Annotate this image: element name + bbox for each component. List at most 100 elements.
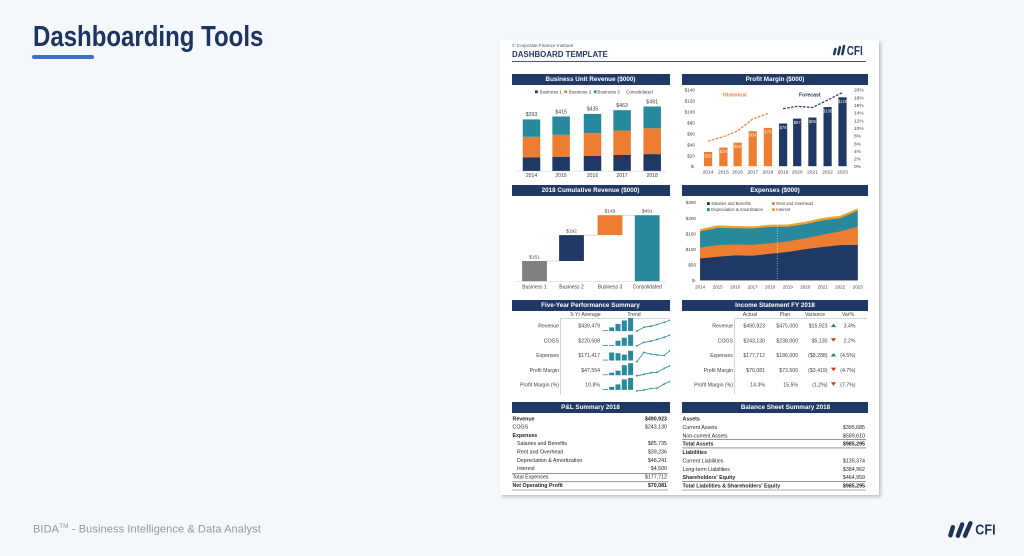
- svg-text:$393: $393: [525, 112, 537, 118]
- svg-text:$250: $250: [686, 200, 697, 205]
- svg-text:$415: $415: [555, 109, 567, 115]
- svg-text:Actual: Actual: [743, 311, 757, 317]
- svg-text:Total Liabilities & Shareholde: Total Liabilities & Shareholders' Equity: [683, 484, 781, 490]
- svg-text:2%: 2%: [854, 156, 862, 162]
- svg-text:Business 2: Business 2: [559, 285, 584, 291]
- svg-text:5-Yr Average: 5-Yr Average: [570, 311, 600, 317]
- svg-text:$20: $20: [687, 153, 695, 158]
- svg-text:$439,479: $439,479: [578, 323, 600, 329]
- svg-text:20%: 20%: [854, 87, 864, 93]
- svg-text:2.2%: 2.2%: [844, 338, 856, 344]
- svg-text:$43: $43: [734, 144, 742, 149]
- svg-text:2023: 2023: [837, 169, 848, 175]
- svg-text:Salaries and Benefits: Salaries and Benefits: [711, 201, 751, 206]
- svg-text:2014: 2014: [525, 173, 536, 179]
- svg-text:2015: 2015: [555, 173, 566, 179]
- svg-text:$87: $87: [794, 120, 802, 125]
- svg-text:Non-current Assets: Non-current Assets: [683, 433, 728, 439]
- svg-text:$70: $70: [764, 129, 772, 134]
- svg-text:$171,417: $171,417: [578, 353, 600, 359]
- svg-text:14%: 14%: [854, 110, 864, 116]
- svg-text:Var%: Var%: [842, 311, 855, 317]
- svg-text:Salaries and Benefits: Salaries and Benefits: [517, 441, 567, 447]
- svg-text:Profit Margin (%): Profit Margin (%): [694, 382, 733, 388]
- svg-text:2022: 2022: [822, 169, 833, 175]
- svg-text:$60: $60: [687, 131, 695, 136]
- svg-text:CFI: CFI: [975, 520, 995, 537]
- svg-text:$243,130: $243,130: [743, 338, 765, 344]
- svg-text:$70,081: $70,081: [746, 367, 765, 373]
- svg-text:2021: 2021: [807, 169, 818, 175]
- svg-text:$985,295: $985,295: [843, 442, 865, 448]
- svg-text:$463: $463: [616, 103, 628, 109]
- svg-text:COGS: COGS: [718, 338, 734, 344]
- svg-text:10%: 10%: [854, 126, 864, 132]
- svg-text:(4.5%): (4.5%): [840, 353, 856, 359]
- svg-text:Net Operating Profit: Net Operating Profit: [512, 483, 563, 489]
- svg-text:Current Liabilities: Current Liabilities: [683, 458, 724, 464]
- svg-text:$126: $126: [838, 98, 848, 103]
- svg-text:14.3%: 14.3%: [750, 382, 765, 388]
- svg-text:3.4%: 3.4%: [844, 323, 856, 329]
- svg-text:$48,241: $48,241: [647, 458, 666, 464]
- svg-text:$192: $192: [566, 229, 577, 235]
- svg-text:$40: $40: [687, 142, 695, 147]
- svg-text:Forecast: Forecast: [799, 92, 821, 98]
- svg-text:$395,685: $395,685: [843, 425, 865, 431]
- svg-text:8%: 8%: [854, 133, 862, 139]
- svg-text:(7.7%): (7.7%): [840, 382, 856, 388]
- svg-text:$-: $-: [691, 164, 696, 169]
- svg-text:$47,554: $47,554: [581, 367, 600, 373]
- svg-text:$85,735: $85,735: [647, 441, 666, 447]
- svg-text:$464,959: $464,959: [843, 475, 865, 481]
- svg-text:$100: $100: [686, 247, 697, 252]
- svg-text:0%: 0%: [854, 164, 862, 170]
- svg-text:COGS: COGS: [512, 425, 528, 431]
- svg-text:Variance: Variance: [805, 311, 825, 317]
- svg-text:Depreciation & Amortization: Depreciation & Amortization: [711, 207, 763, 212]
- svg-text:$238,000: $238,000: [776, 338, 798, 344]
- svg-text:$120: $120: [685, 98, 696, 103]
- svg-text:2014: 2014: [703, 169, 714, 175]
- svg-text:$177,712: $177,712: [743, 353, 765, 359]
- svg-text:$26: $26: [705, 153, 713, 158]
- svg-text:$490,923: $490,923: [743, 323, 765, 329]
- svg-text:Total Expenses: Total Expenses: [512, 475, 548, 481]
- svg-text:2020: 2020: [792, 169, 803, 175]
- svg-text:$475,000: $475,000: [776, 323, 798, 329]
- svg-text:Business 1: Business 1: [539, 89, 562, 94]
- svg-text:($8,288): ($8,288): [808, 353, 828, 359]
- svg-text:Revenue: Revenue: [712, 323, 733, 329]
- svg-text:$186,000: $186,000: [776, 353, 798, 359]
- svg-text:$70,081: $70,081: [647, 483, 666, 489]
- svg-text:Trend: Trend: [627, 311, 640, 317]
- svg-text:$-: $-: [692, 278, 697, 283]
- svg-text:Historical: Historical: [723, 92, 747, 98]
- svg-text:Interest: Interest: [776, 207, 791, 212]
- svg-text:2022: 2022: [835, 284, 846, 289]
- svg-text:$108: $108: [823, 108, 833, 113]
- svg-text:$200: $200: [686, 216, 697, 221]
- svg-text:2015: 2015: [718, 169, 729, 175]
- svg-text:Rent and Overhead: Rent and Overhead: [517, 450, 563, 456]
- svg-text:Consolidated: Consolidated: [626, 89, 653, 94]
- svg-text:$89: $89: [809, 119, 817, 124]
- svg-text:$220,508: $220,508: [578, 338, 600, 344]
- svg-text:$100: $100: [685, 109, 696, 114]
- svg-text:10.8%: 10.8%: [585, 382, 600, 388]
- svg-text:(1.2%): (1.2%): [812, 382, 828, 388]
- svg-text:$177,712: $177,712: [644, 475, 666, 481]
- svg-text:Revenue: Revenue: [538, 323, 559, 329]
- svg-text:2016: 2016: [586, 173, 597, 179]
- svg-text:4%: 4%: [854, 149, 862, 155]
- svg-text:$4,500: $4,500: [650, 466, 666, 472]
- svg-text:$64: $64: [749, 132, 757, 137]
- svg-text:$15,923: $15,923: [809, 323, 828, 329]
- svg-text:(4.7%): (4.7%): [840, 367, 856, 373]
- svg-text:$34: $34: [720, 149, 728, 154]
- svg-text:Expenses: Expenses: [512, 433, 537, 439]
- svg-text:$80: $80: [687, 120, 695, 125]
- svg-text:2017: 2017: [747, 169, 758, 175]
- svg-text:$73,500: $73,500: [779, 367, 798, 373]
- svg-text:$5,130: $5,130: [812, 338, 828, 344]
